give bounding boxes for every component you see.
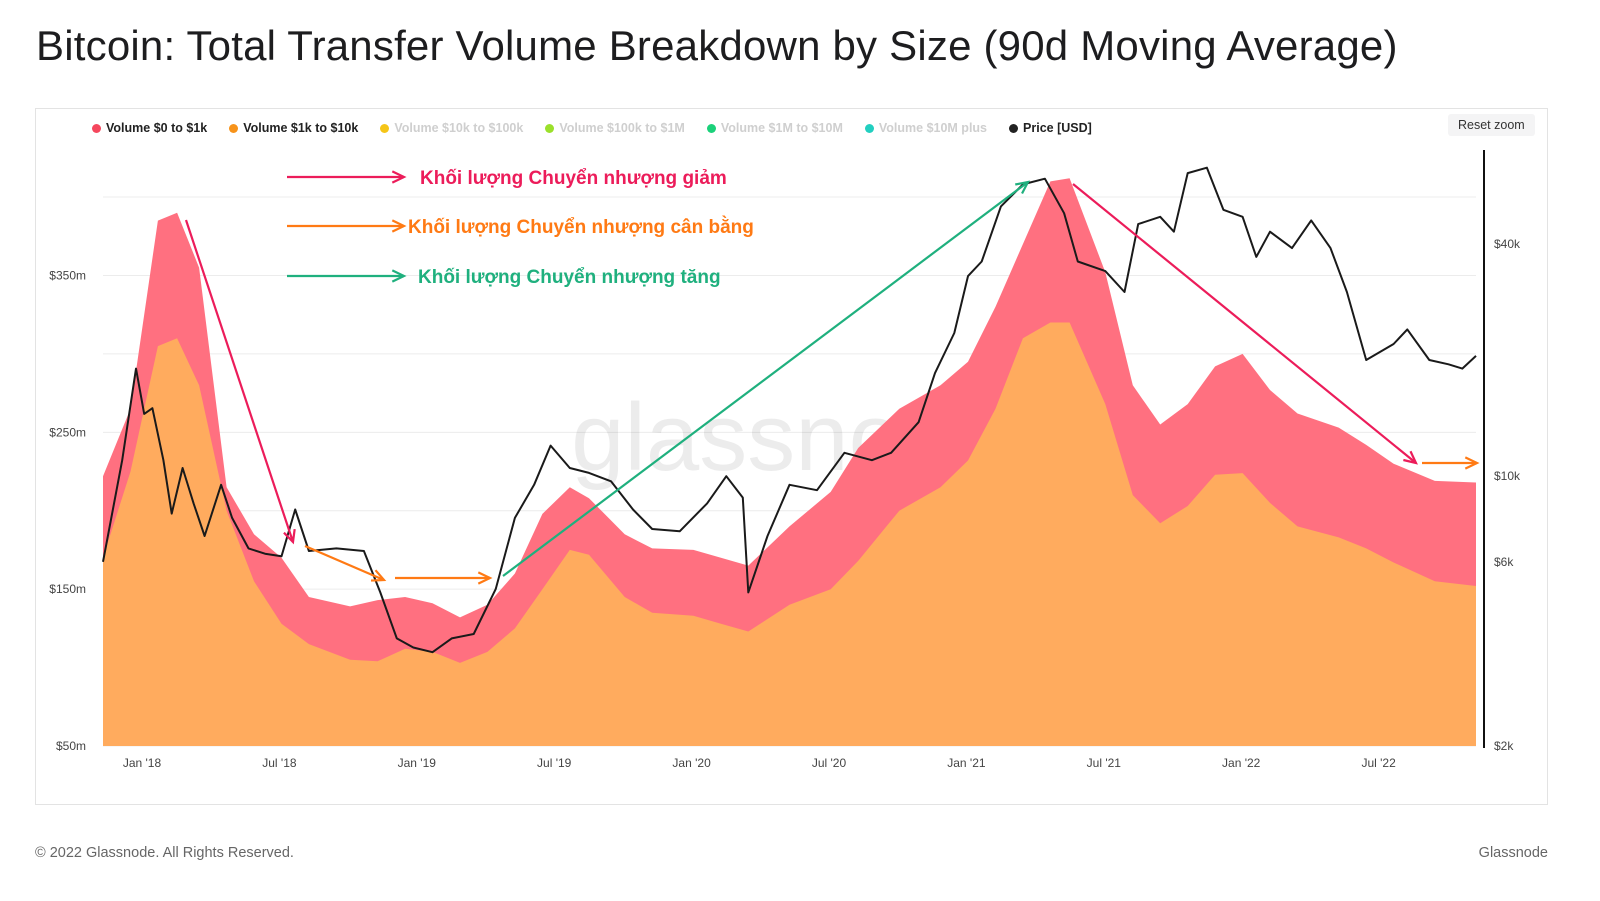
legend-label: Price [USD] (1023, 121, 1092, 135)
area-series-volume-1k-10k (103, 322, 1476, 746)
annotation-up-legend-arrow-head (391, 269, 407, 283)
legend-dot-icon (229, 123, 239, 133)
legend-label: Volume $0 to $1k (106, 121, 208, 135)
y-right-tick-label: $2k (1494, 739, 1514, 753)
x-tick-label: Jul '18 (262, 756, 297, 770)
y-right-tick-label: $6k (1494, 555, 1514, 569)
x-tick-label: Jul '21 (1087, 756, 1122, 770)
footer-brand: Glassnode (1478, 845, 1548, 861)
legend-item[interactable]: Volume $10k to $100k (380, 121, 523, 135)
x-tick-label: Jan '22 (1222, 756, 1261, 770)
trend-arrow-up-2019-2021 (502, 181, 1029, 577)
legend-label: Volume $100k to $1M (559, 121, 685, 135)
legend-dot-icon (1009, 123, 1019, 133)
legend-dot-icon (706, 123, 716, 133)
legend-dot-icon (92, 123, 101, 133)
legend-item[interactable]: Volume $100k to $1M (545, 121, 685, 135)
legend-item[interactable]: Volume $10M plus (864, 121, 988, 135)
trend-arrow-flat-2018-head (370, 569, 387, 582)
trend-arrow-flat-2022-head (1464, 456, 1480, 470)
trend-arrow-up-2019-2021-head (1015, 180, 1031, 195)
reset-zoom-button[interactable]: Reset zoom (1448, 114, 1535, 136)
x-tick-label: Jul '22 (1361, 756, 1396, 770)
annotation-down-legend-arrow-head (391, 170, 407, 184)
x-tick-label: Jan '18 (123, 756, 162, 770)
footer-copyright: © 2022 Glassnode. All Rights Reserved. (35, 845, 294, 861)
trend-arrow-down-2021-2022 (1072, 183, 1417, 464)
legend-label: Volume $10k to $100k (394, 121, 524, 135)
legend-dot-icon (380, 123, 390, 133)
y-left-tick-label: $250m (49, 425, 86, 439)
annotation-flat-label: Khối lượng Chuyển nhượng cân bằng (408, 216, 754, 238)
legend-item[interactable]: Volume $1k to $10k (229, 121, 358, 135)
y-left-tick-label: $350m (49, 268, 86, 282)
y-left-tick-label: $50m (56, 739, 86, 753)
x-tick-label: Jul '19 (537, 756, 572, 770)
legend-item[interactable]: Volume $0 to $1k (92, 121, 207, 135)
trend-arrow-flat-2019-head (477, 571, 493, 585)
trend-arrow-flat-2018 (304, 544, 385, 582)
x-tick-label: Jan '21 (947, 756, 986, 770)
chart-card (35, 108, 1548, 805)
annotation-flat-legend-arrow-head (391, 219, 407, 233)
legend: Volume $0 to $1k Volume $1k to $10k Volume… (92, 121, 1092, 135)
annotation-up-label: Khối lượng Chuyển nhượng tăng (418, 267, 721, 288)
legend-item[interactable]: Price [USD] (1009, 121, 1092, 135)
annotation-down-label: Khối lượng Chuyển nhượng giảm (420, 168, 727, 189)
price-line (102, 166, 1477, 654)
trend-arrow-down-2018 (184, 219, 295, 543)
legend-dot-icon (545, 123, 555, 133)
legend-item[interactable]: Volume $1M to $10M (706, 121, 843, 135)
legend-label: Volume $1M to $10M (720, 121, 843, 135)
x-tick-label: Jan '19 (398, 756, 437, 770)
legend-label: Volume $1k to $10k (243, 121, 359, 135)
trend-arrow-down-2018-head (283, 528, 296, 545)
legend-label: Volume $10M plus (878, 121, 988, 135)
y-left-tick-label: $150m (49, 582, 86, 596)
x-tick-label: Jan '20 (672, 756, 711, 770)
chart-title: Bitcoin: Total Transfer Volume Breakdown… (36, 22, 1398, 69)
trend-arrow-down-2021-2022-head (1403, 450, 1418, 465)
legend-dot-icon (864, 123, 874, 133)
x-tick-label: Jul '20 (812, 756, 847, 770)
y-right-tick-label: $10k (1494, 469, 1521, 483)
y-right-tick-label: $40k (1494, 237, 1521, 251)
